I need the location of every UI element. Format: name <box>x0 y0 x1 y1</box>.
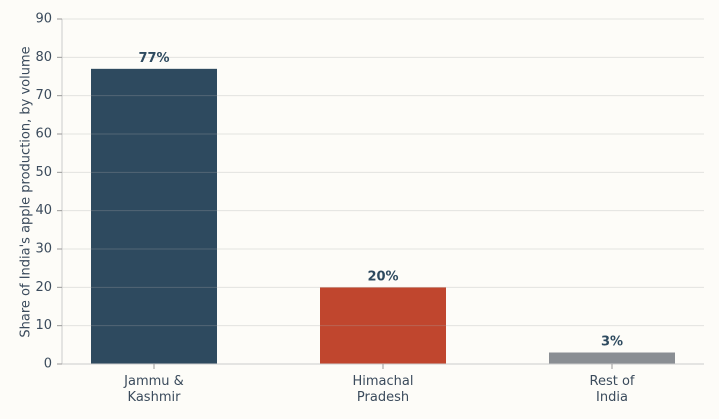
bar <box>91 68 217 364</box>
value-label: 77% <box>138 51 169 66</box>
y-tick-label: 10 <box>35 318 52 333</box>
x-tick-label: Jammu & Kashmir <box>123 374 184 405</box>
bar <box>320 287 446 364</box>
y-tick-label: 60 <box>35 127 52 142</box>
x-tick-label: Himachal Pradesh <box>353 374 414 405</box>
y-tick-label: 30 <box>35 242 52 257</box>
y-tick-label: 0 <box>44 357 52 372</box>
grid <box>62 18 704 365</box>
y-tick-label: 80 <box>35 50 52 65</box>
value-label: 3% <box>601 335 623 350</box>
y-tick-label: 70 <box>35 88 52 103</box>
x-tick-label: Rest of India <box>590 374 635 405</box>
bar <box>549 352 675 364</box>
value-label: 20% <box>367 269 398 284</box>
y-tick-label: 20 <box>35 280 52 295</box>
y-tick-label: 90 <box>35 12 52 27</box>
bars <box>91 68 675 364</box>
y-tick-label: 50 <box>35 165 52 180</box>
y-axis-label: Share of India's apple production, by vo… <box>19 46 34 337</box>
y-tick-label: 40 <box>35 203 52 218</box>
